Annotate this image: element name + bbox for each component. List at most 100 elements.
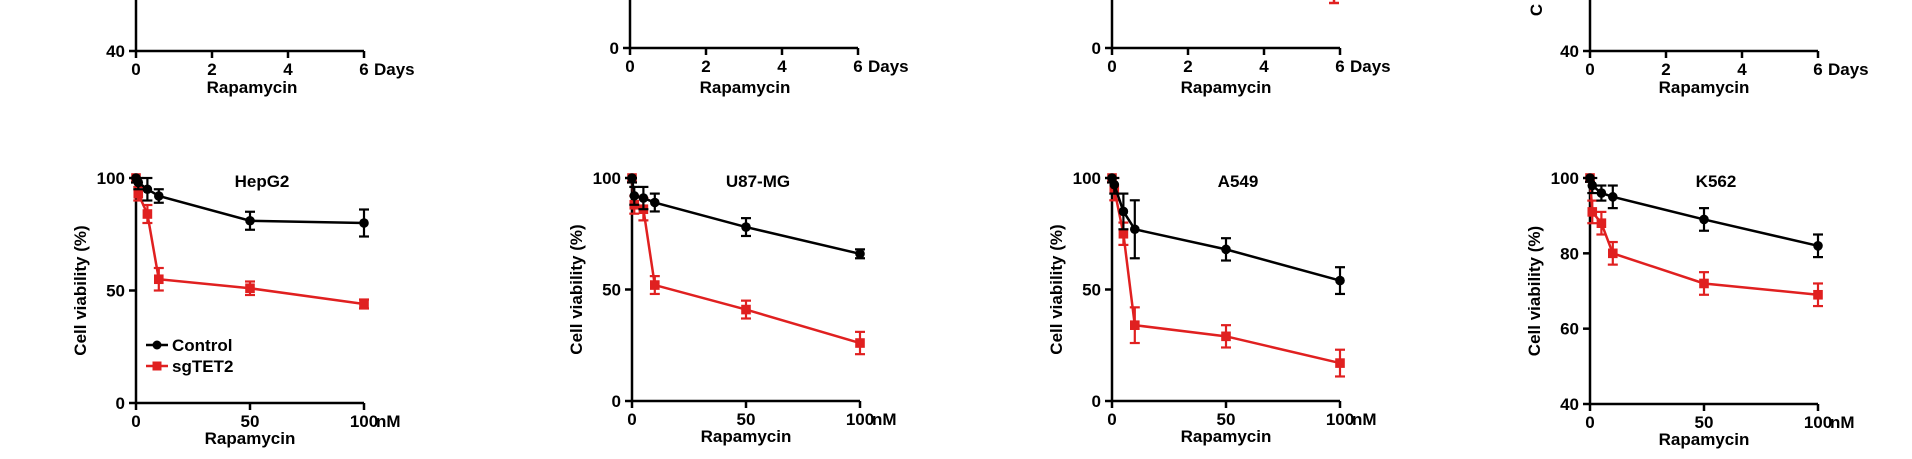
x-tick-label: 100 bbox=[1326, 410, 1354, 429]
data-point-sgtet2 bbox=[741, 304, 751, 315]
top-panel-4-x-tick-label: 2 bbox=[1661, 60, 1670, 79]
x-tick-label: 0 bbox=[131, 412, 140, 431]
top-panel-3-x-tick-label: 6 bbox=[1335, 57, 1344, 76]
legend: Control sgTET2 bbox=[146, 336, 233, 376]
top-panel-3: 0 0 2 4 6 Days Rapamycin bbox=[1092, 0, 1391, 97]
top-panel-1: 40 0 2 4 6 Days Rapamycin bbox=[106, 0, 415, 97]
top-panel-4-x-tick-label: 6 bbox=[1813, 60, 1822, 79]
x-tick-label: 50 bbox=[737, 410, 756, 429]
data-point-control bbox=[627, 173, 637, 183]
y-axis-label: Cell viability (%) bbox=[1525, 226, 1544, 356]
data-point-sgtet2 bbox=[1118, 228, 1129, 239]
y-tick-label: 50 bbox=[1082, 281, 1101, 300]
top-panel-2-x-label: Rapamycin bbox=[700, 78, 791, 97]
data-point-control bbox=[1699, 214, 1709, 225]
data-point-control bbox=[1130, 224, 1140, 235]
y-tick-label: 50 bbox=[602, 281, 621, 300]
top-panel-1-x-tick-label: 2 bbox=[207, 60, 216, 79]
y-axis-label: Cell viability (%) bbox=[567, 224, 586, 354]
chart-title: HepG2 bbox=[235, 172, 290, 191]
data-point-sgtet2 bbox=[650, 280, 660, 290]
data-point-sgtet2 bbox=[154, 274, 164, 285]
x-tick-label: 100 bbox=[350, 412, 378, 431]
top-panel-3-x-label: Rapamycin bbox=[1181, 78, 1272, 97]
x-axis-label: Rapamycin bbox=[205, 429, 296, 448]
x-tick-label: 0 bbox=[1107, 410, 1116, 429]
y-tick-label: 100 bbox=[593, 169, 621, 188]
chart-title: U87-MG bbox=[726, 172, 790, 191]
data-point-sgtet2 bbox=[1699, 278, 1709, 289]
data-point-control bbox=[855, 249, 865, 259]
x-tick-label: 50 bbox=[241, 412, 260, 431]
y-axis-label: Cell viability (%) bbox=[1047, 224, 1066, 354]
data-point-control bbox=[1596, 188, 1607, 198]
data-point-sgtet2 bbox=[1608, 248, 1618, 259]
top-panel-3-x-unit: Days bbox=[1350, 57, 1391, 76]
top-panel-3-y-tick-label: 0 bbox=[1092, 39, 1101, 58]
series-sgtet2 bbox=[627, 173, 865, 356]
y-tick-label: 50 bbox=[106, 282, 125, 301]
top-panel-1-x-tick-label: 4 bbox=[283, 60, 293, 79]
top-panel-1-y-tick-label: 40 bbox=[106, 42, 125, 61]
data-point-control bbox=[1813, 241, 1823, 251]
y-tick-label: 80 bbox=[1560, 244, 1579, 263]
x-unit-label: nM bbox=[376, 412, 401, 431]
top-panel-2-x-tick-label: 6 bbox=[853, 57, 862, 76]
top-panel-4-x-tick-label: 4 bbox=[1737, 60, 1747, 79]
x-axis-label: Rapamycin bbox=[1659, 430, 1750, 449]
y-axis-label: Cell viability (%) bbox=[71, 225, 90, 355]
data-point-control bbox=[1221, 244, 1231, 255]
legend-marker-control bbox=[152, 340, 162, 350]
data-point-control bbox=[1608, 192, 1618, 202]
top-panel-2-y-tick-label: 0 bbox=[610, 39, 619, 58]
data-point-control bbox=[638, 193, 649, 203]
y-tick-label: 100 bbox=[97, 169, 125, 188]
x-tick-label: 0 bbox=[1585, 413, 1594, 432]
data-point-control bbox=[629, 191, 640, 201]
data-point-sgtet2 bbox=[855, 338, 865, 348]
x-axis-label: Rapamycin bbox=[701, 427, 792, 446]
x-unit-label: nM bbox=[1830, 413, 1855, 432]
top-panel-4: C 40 0 2 4 6 Days Rapamycin bbox=[1527, 0, 1869, 97]
series-control bbox=[131, 173, 369, 238]
series-line-control bbox=[1110, 177, 1341, 282]
top-panel-1-x-label: Rapamycin bbox=[207, 78, 298, 97]
top-panel-2: 0 0 2 4 6 Days Rapamycin bbox=[610, 0, 909, 97]
data-point-control bbox=[1335, 275, 1345, 286]
data-point-control bbox=[741, 222, 751, 232]
legend-marker-sgtet2 bbox=[152, 361, 162, 371]
series-sgtet2 bbox=[1107, 173, 1345, 378]
data-point-sgtet2 bbox=[1335, 358, 1345, 368]
data-point-sgtet2 bbox=[1813, 289, 1823, 300]
top-panel-2-x-tick-label: 0 bbox=[625, 57, 634, 76]
legend-label-control: Control bbox=[172, 336, 232, 355]
data-point-sgtet2 bbox=[1130, 320, 1140, 330]
data-point-control bbox=[1109, 179, 1120, 190]
series-control bbox=[1107, 173, 1345, 296]
series-control bbox=[627, 173, 865, 260]
top-panel-4-y-label-fragment: C bbox=[1527, 4, 1546, 16]
y-tick-label: 0 bbox=[116, 394, 125, 413]
top-panel-4-y-tick-label: 40 bbox=[1560, 42, 1579, 61]
series-sgtet2 bbox=[131, 173, 369, 310]
series-control bbox=[1585, 173, 1823, 259]
data-point-control bbox=[1587, 180, 1598, 191]
data-point-control bbox=[359, 218, 369, 228]
x-tick-label: 0 bbox=[627, 410, 636, 429]
top-panel-3-x-tick-label: 2 bbox=[1183, 57, 1192, 76]
x-tick-label: 50 bbox=[1695, 413, 1714, 432]
chart-title: A549 bbox=[1218, 172, 1259, 191]
data-point-sgtet2 bbox=[1596, 218, 1607, 228]
y-tick-label: 0 bbox=[612, 392, 621, 411]
x-unit-label: nM bbox=[1352, 410, 1377, 429]
top-panel-1-x-unit: Days bbox=[374, 60, 415, 79]
data-point-control bbox=[142, 184, 153, 195]
x-tick-label: 50 bbox=[1217, 410, 1236, 429]
data-point-control bbox=[1118, 206, 1129, 217]
data-point-sgtet2 bbox=[142, 209, 153, 219]
